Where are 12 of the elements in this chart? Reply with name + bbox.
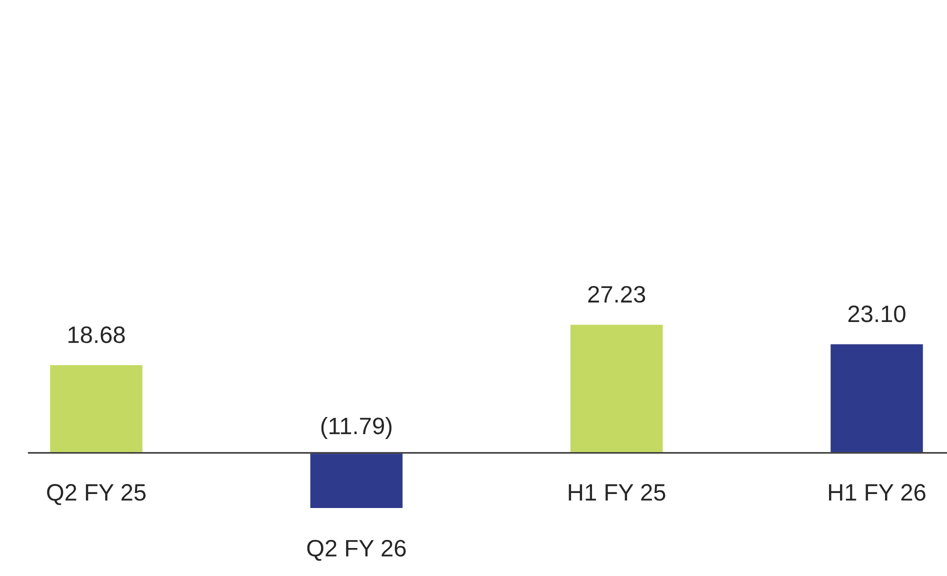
data-label: 27.23	[588, 286, 646, 303]
x-tick-label: H1 FY 25	[568, 484, 666, 501]
bar	[48, 364, 144, 454]
x-tick-label: Q2 FY 26	[307, 540, 406, 561]
data-label: (11.79)	[321, 416, 392, 439]
bar	[308, 452, 404, 510]
x-tick-label: Q2 FY 25	[47, 484, 146, 506]
x-tick-label: H1 FY 26	[829, 484, 926, 501]
bar	[569, 323, 664, 454]
data-label: 18.68	[68, 326, 125, 344]
data-label: 23.10	[848, 306, 906, 322]
bar	[829, 342, 924, 454]
